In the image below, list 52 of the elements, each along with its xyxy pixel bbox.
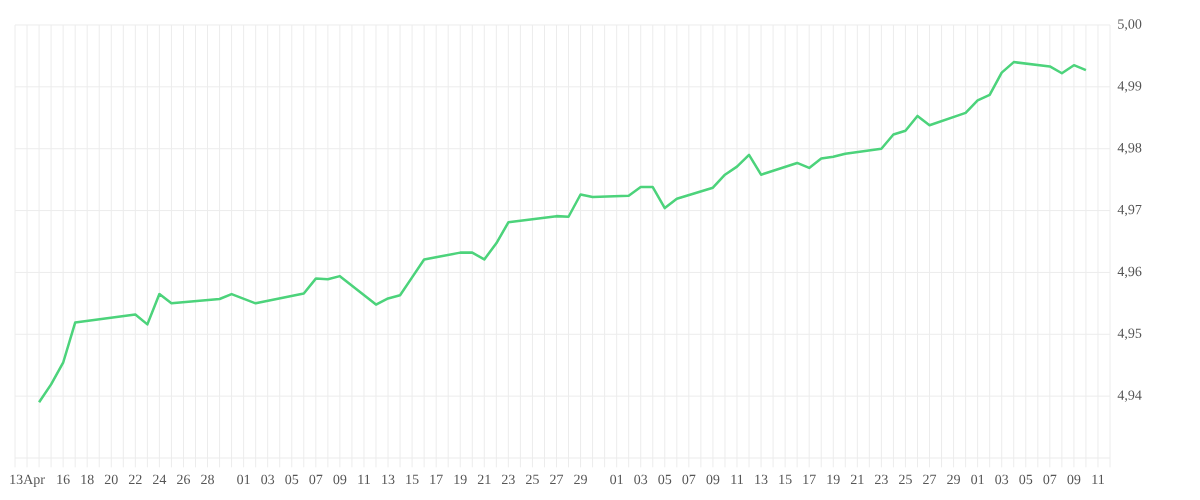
x-tick-label: 27: [550, 474, 564, 484]
x-tick-label: 18: [81, 474, 94, 485]
x-tick-label: 05: [285, 474, 299, 485]
x-tick-label: 07: [682, 474, 696, 485]
x-tick-label: 07: [1043, 474, 1057, 485]
x-tick-label: 01: [971, 474, 984, 485]
x-tick-label: 15: [406, 474, 419, 485]
y-tick-label: 4,99: [1117, 81, 1142, 93]
y-tick-label: 4,94: [1117, 390, 1142, 402]
x-tick-label: 13: [755, 474, 768, 485]
x-tick-label: 16: [57, 474, 70, 485]
x-tick-label: 15: [779, 474, 792, 485]
x-tick-label: 17: [803, 474, 816, 484]
x-tick-label: 23: [501, 474, 515, 485]
x-tick-label: 24: [153, 474, 167, 484]
x-tick-label: 21: [477, 474, 491, 484]
x-tick-label: 26: [177, 474, 191, 485]
x-tick-label: 01: [610, 474, 623, 485]
x-tick-label: 01: [237, 474, 250, 485]
x-tick-label: 09: [706, 474, 720, 485]
x-tick-label: 13: [382, 474, 395, 485]
x-tick-label: 19: [827, 474, 840, 485]
x-tick-label: 07: [309, 474, 323, 485]
x-tick-label: 11: [731, 474, 743, 484]
x-tick-label: 03: [995, 474, 1009, 485]
x-tick-label: 09: [1067, 474, 1081, 485]
x-tick-label: 05: [658, 474, 672, 485]
x-tick-label: 17: [430, 474, 443, 484]
x-tick-label: 29: [574, 474, 587, 485]
line-series: [37, 60, 1088, 404]
y-tick-label: 4,96: [1117, 266, 1142, 279]
x-tick-label: 19: [454, 474, 467, 485]
x-tick-label: 28: [201, 474, 214, 485]
x-tick-label: 29: [947, 474, 960, 485]
x-tick-label: 23: [875, 474, 888, 485]
y-tick-label: 4,98: [1117, 142, 1142, 155]
x-tick-label: 11: [1092, 474, 1104, 484]
x-tick-label: 21: [850, 474, 864, 484]
x-tick-label: 11: [358, 474, 370, 484]
y-tick-label: 5,00: [1118, 19, 1142, 31]
y-tick-label: 4,97: [1117, 204, 1142, 217]
x-tick-label: 03: [634, 474, 648, 485]
x-tick-label: 25: [899, 474, 912, 485]
y-tick-label: 4,95: [1117, 328, 1142, 340]
x-tick-label: 05: [1019, 474, 1033, 485]
x-tick-label: 27: [923, 474, 937, 484]
x-tick-label: 22: [128, 474, 142, 484]
x-tick-label: 09: [333, 474, 347, 485]
x-tick-label: 25: [526, 474, 539, 485]
x-tick-label: 13Apr: [10, 474, 45, 487]
x-tick-label: 03: [261, 474, 275, 485]
x-tick-label: 20: [104, 474, 118, 485]
